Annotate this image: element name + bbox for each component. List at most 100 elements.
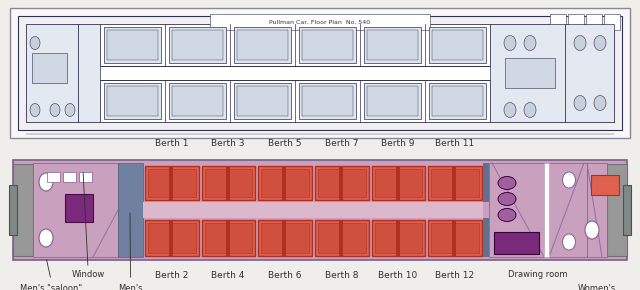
Bar [32, 53, 67, 83]
Ellipse shape [498, 209, 516, 222]
Bar [226, 220, 230, 256]
Text: Berth 5: Berth 5 [268, 139, 301, 148]
Bar [205, 223, 252, 253]
Bar [367, 86, 418, 116]
Bar [169, 83, 226, 119]
Bar [591, 175, 619, 195]
Bar [315, 220, 369, 256]
Bar [374, 223, 422, 253]
Text: Berth 12: Berth 12 [435, 271, 474, 280]
Bar [261, 169, 309, 197]
Ellipse shape [563, 234, 575, 250]
Bar [169, 166, 173, 200]
Bar [10, 8, 630, 138]
Bar [429, 83, 486, 119]
Bar [318, 169, 365, 197]
Bar [237, 30, 288, 60]
Bar [205, 169, 252, 197]
Bar [63, 172, 76, 182]
Bar [339, 220, 343, 256]
Text: Berth 8: Berth 8 [324, 271, 358, 280]
Text: Berth 1: Berth 1 [155, 139, 188, 148]
Ellipse shape [504, 102, 516, 117]
Ellipse shape [585, 221, 599, 239]
Text: Women's
lavoratory: Women's lavoratory [575, 284, 619, 290]
Text: Berth 4: Berth 4 [211, 271, 244, 280]
Bar [107, 30, 158, 60]
Bar [26, 24, 614, 122]
Bar [374, 169, 422, 197]
Bar [148, 169, 196, 197]
Ellipse shape [574, 95, 586, 110]
Bar [202, 220, 255, 256]
Bar [282, 166, 286, 200]
Bar [259, 166, 312, 200]
Bar [145, 166, 198, 200]
Ellipse shape [574, 35, 586, 50]
Bar [18, 16, 622, 130]
Bar [33, 163, 118, 257]
Text: Berth 10: Berth 10 [378, 271, 418, 280]
Text: Berth 3: Berth 3 [211, 139, 244, 148]
Text: Men's "saloon": Men's "saloon" [20, 284, 82, 290]
Bar [261, 223, 309, 253]
Bar [145, 220, 198, 256]
Bar [372, 166, 426, 200]
Ellipse shape [594, 35, 606, 50]
Text: Berth 2: Berth 2 [155, 271, 188, 280]
Ellipse shape [524, 35, 536, 50]
Bar [431, 169, 479, 197]
Bar [13, 160, 627, 260]
Bar [282, 220, 286, 256]
Bar [428, 166, 482, 200]
Bar [202, 166, 255, 200]
Bar [607, 164, 627, 256]
Bar [299, 83, 356, 119]
Bar [483, 218, 489, 257]
Bar [169, 220, 173, 256]
Bar [226, 166, 230, 200]
Text: Berth 11: Berth 11 [435, 139, 474, 148]
Text: Berth 7: Berth 7 [324, 139, 358, 148]
Bar [143, 202, 483, 218]
Ellipse shape [524, 102, 536, 117]
Bar [452, 166, 456, 200]
Ellipse shape [39, 173, 53, 191]
Bar [586, 14, 602, 30]
Bar [568, 14, 584, 30]
Bar [210, 14, 430, 30]
Bar [302, 86, 353, 116]
Bar [13, 164, 33, 256]
Ellipse shape [594, 95, 606, 110]
Bar [172, 30, 223, 60]
Bar [490, 24, 614, 122]
Text: Berth 6: Berth 6 [268, 271, 301, 280]
Bar [483, 163, 489, 202]
Bar [505, 58, 555, 88]
Bar [431, 223, 479, 253]
Bar [169, 27, 226, 63]
Bar [299, 27, 356, 63]
Bar [302, 30, 353, 60]
Bar [544, 163, 549, 257]
Bar [494, 232, 539, 254]
Bar [237, 86, 288, 116]
Bar [104, 83, 161, 119]
Bar [367, 30, 418, 60]
Ellipse shape [39, 229, 53, 247]
Text: Window: Window [72, 270, 104, 279]
Bar [118, 163, 143, 257]
Bar [489, 163, 587, 257]
Bar [148, 223, 196, 253]
Bar [396, 166, 399, 200]
Bar [259, 220, 312, 256]
Ellipse shape [563, 172, 575, 188]
Bar [172, 86, 223, 116]
Bar [26, 24, 100, 122]
Bar [364, 83, 421, 119]
Ellipse shape [504, 35, 516, 50]
Ellipse shape [30, 37, 40, 50]
Bar [104, 27, 161, 63]
Bar [429, 27, 486, 63]
Text: Berth 9: Berth 9 [381, 139, 415, 148]
